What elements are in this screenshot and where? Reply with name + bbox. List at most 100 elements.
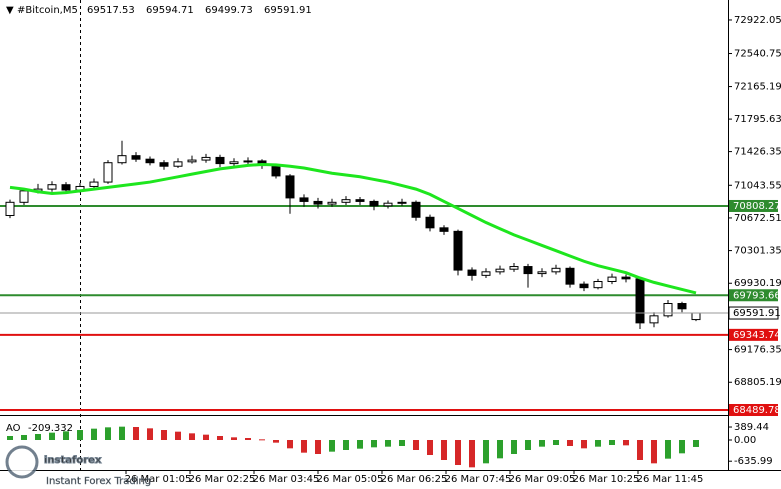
- ao-name: AO: [6, 423, 21, 434]
- candle-body: [635, 278, 645, 324]
- ao-bar: [175, 431, 181, 440]
- x-tick-label: 26 Mar 09:05: [509, 474, 576, 485]
- ao-bar: [665, 440, 671, 459]
- current-price-box: [728, 306, 779, 320]
- candle-body: [285, 175, 295, 199]
- y-tick-label: 71426.35: [734, 147, 781, 158]
- y-tick-label: 68805.19: [734, 377, 781, 388]
- candle-body: [131, 155, 141, 160]
- candle-body: [145, 158, 155, 164]
- candle-body: [89, 181, 99, 187]
- ao-bar: [161, 430, 167, 440]
- ao-bar: [343, 440, 349, 450]
- ao-bar: [441, 440, 447, 460]
- ao-bar: [35, 434, 41, 440]
- ao-bar: [315, 440, 321, 454]
- y-tick-label: 72922.05: [734, 15, 781, 26]
- ao-bar: [105, 427, 111, 440]
- candle-body: [649, 315, 659, 324]
- candle-body: [61, 184, 71, 191]
- ohlc-open: 69517.53: [87, 5, 135, 16]
- candle-body: [117, 155, 127, 164]
- ao-tick-label: -635.99: [734, 456, 773, 467]
- candle-body: [425, 216, 435, 229]
- y-tick-label: 71043.55: [734, 180, 781, 191]
- ao-bar: [483, 440, 489, 464]
- ao-bar: [651, 440, 657, 464]
- candle-body: [271, 164, 281, 177]
- candle-body: [313, 200, 323, 205]
- candle-body: [523, 266, 533, 275]
- x-tick-label: 26 Mar 01:05: [125, 474, 192, 485]
- candle-body: [369, 200, 379, 207]
- candle-body: [173, 161, 183, 167]
- ao-bar: [609, 440, 615, 445]
- y-tick-label: 72540.75: [734, 49, 781, 60]
- ao-bar: [469, 440, 475, 468]
- ao-tick-label: 389.44: [734, 422, 769, 433]
- ao-bar: [203, 434, 209, 440]
- ao-bar: [525, 440, 531, 450]
- ao-bar: [133, 427, 139, 440]
- candle-body: [187, 159, 197, 163]
- ao-bar: [371, 440, 377, 448]
- ao-bar: [119, 426, 125, 440]
- candle-body: [243, 160, 253, 163]
- candle-body: [215, 156, 225, 165]
- x-tick-label: 26 Mar 10:25: [573, 474, 640, 485]
- ao-bar: [497, 440, 503, 459]
- ao-bar: [595, 440, 601, 447]
- ao-bar: [623, 440, 629, 446]
- ao-bar: [455, 440, 461, 465]
- ao-bar: [511, 440, 517, 454]
- ao-value: -209.332: [28, 423, 73, 434]
- ao-bar: [21, 435, 27, 440]
- ao-bar: [413, 440, 419, 450]
- level-label-box: [729, 199, 778, 212]
- candle-body: [201, 156, 211, 161]
- ao-bar: [567, 440, 573, 446]
- candle-body: [509, 266, 519, 270]
- ao-bar: [147, 428, 153, 440]
- candle-body: [159, 162, 169, 167]
- candle-body: [565, 267, 575, 285]
- ao-bar: [693, 440, 699, 447]
- y-tick-label: 72165.19: [734, 82, 781, 93]
- candle-body: [495, 268, 505, 273]
- candle-body: [593, 281, 603, 289]
- ao-bar: [553, 440, 559, 445]
- menu-arrow[interactable]: ▼: [6, 5, 14, 16]
- level-label: 69343.74: [733, 330, 781, 341]
- candle-body: [467, 269, 477, 276]
- candle-body: [299, 197, 309, 202]
- candle-body: [5, 201, 15, 217]
- x-tick-label: 26 Mar 03:45: [253, 474, 320, 485]
- candle-body: [579, 283, 589, 289]
- ao-bar: [245, 438, 251, 440]
- ao-bar: [49, 432, 55, 440]
- level-label-box: [729, 289, 778, 302]
- candle-body: [383, 202, 393, 207]
- current-price-label: 69591.91: [733, 308, 781, 319]
- y-tick-label: 70301.35: [734, 246, 781, 257]
- candle-body: [537, 271, 547, 275]
- ao-bar: [385, 440, 391, 447]
- level-label: 69793.66: [733, 290, 781, 301]
- y-tick-label: 69930.19: [734, 278, 781, 289]
- ao-bar: [259, 439, 265, 441]
- ao-bar: [231, 437, 237, 440]
- candle-body: [47, 184, 57, 190]
- ao-bar: [539, 440, 545, 447]
- ao-bar: [287, 440, 293, 449]
- candle-body: [621, 276, 631, 280]
- ohlc-low: 69499.73: [205, 5, 253, 16]
- candle-body: [551, 267, 561, 273]
- ao-bar: [273, 440, 279, 443]
- candle-body: [341, 199, 351, 203]
- y-tick-label: 69176.35: [734, 345, 781, 356]
- ao-bar: [77, 430, 83, 440]
- ohlc-close: 69591.91: [264, 5, 312, 16]
- ao-bar: [637, 440, 643, 460]
